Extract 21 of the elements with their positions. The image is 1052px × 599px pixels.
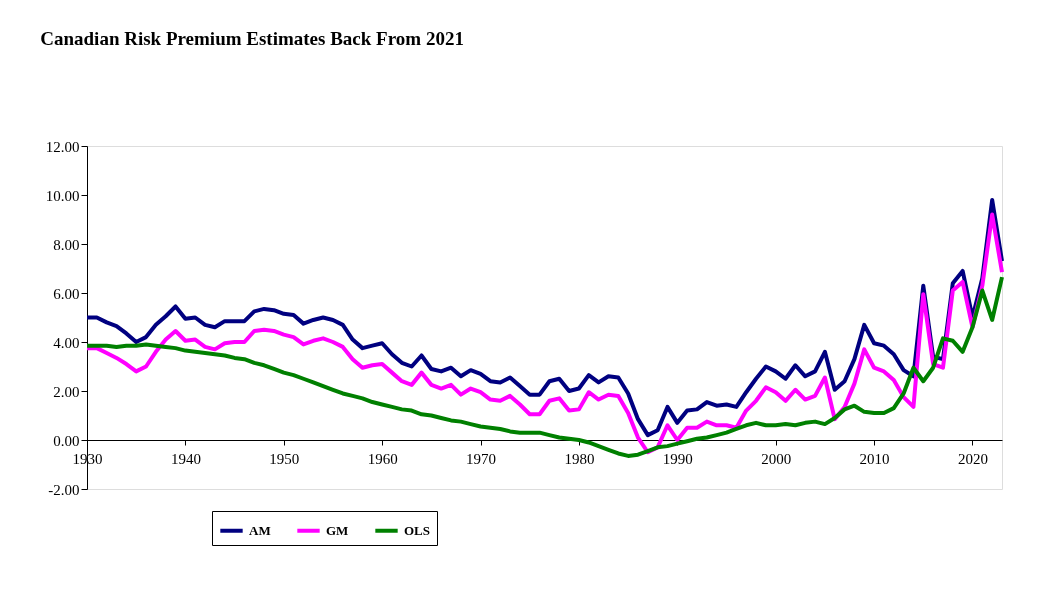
x-tick-label: 2010 — [859, 450, 890, 467]
x-tick-label: 1970 — [466, 450, 497, 467]
y-tick-label: 2.00 — [53, 383, 80, 400]
legend-label: GM — [326, 522, 349, 538]
y-tick-label: 4.00 — [53, 334, 80, 351]
x-tick-label: 1980 — [564, 450, 595, 467]
x-tick-label: 1990 — [662, 450, 693, 467]
y-tick-label: -2.00 — [48, 481, 80, 498]
x-tick-label: 1940 — [170, 450, 201, 467]
y-tick-label: 12.00 — [45, 138, 80, 155]
y-tick-label: 0.00 — [53, 432, 80, 449]
y-tick-label: 6.00 — [53, 285, 80, 302]
x-tick-label: 2020 — [957, 450, 988, 467]
legend-label: OLS — [404, 522, 431, 538]
x-tick-label: 1950 — [269, 450, 300, 467]
chart-title: Canadian Risk Premium Estimates Back From 2021 — [40, 28, 464, 49]
y-tick-label: 8.00 — [53, 236, 80, 253]
x-tick-label: 1960 — [367, 450, 398, 467]
x-tick-label: 2000 — [761, 450, 792, 467]
legend-label: AM — [249, 522, 271, 538]
y-tick-label: 10.00 — [45, 187, 80, 204]
